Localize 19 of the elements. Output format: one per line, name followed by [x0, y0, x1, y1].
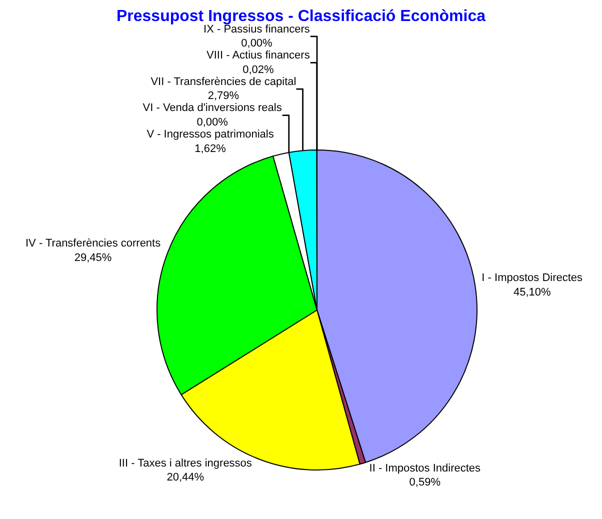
slice-label: I - Impostos Directes [482, 272, 584, 284]
data-label: 2,79% [208, 90, 240, 102]
data-label: 20,44% [166, 472, 204, 484]
slice-label: V - Ingressos patrimonials [146, 128, 274, 140]
text: 0,00% [196, 116, 228, 128]
chart-title: Pressupost Ingressos - Classificació Econòmica [116, 8, 486, 26]
data-label: 1,62% [194, 142, 226, 155]
data-label: 45,10% [513, 286, 551, 298]
data-label: 29,45% [74, 252, 112, 264]
category-label: VI - Venda d'inversions reals [142, 102, 282, 114]
slice-label: VII - Transferències de capital [150, 76, 296, 88]
data-label: 0,59% [409, 476, 441, 489]
text: 0,00% [241, 38, 272, 50]
category-label: IX - Passius financers [204, 23, 310, 36]
slice-label: III - Taxes i altres ingressos [118, 457, 252, 470]
slice-label: IV - Transferències corrents [25, 238, 162, 250]
slice-label: VIII - Actius financers [206, 50, 310, 62]
data-label: 0,02% [242, 64, 274, 76]
slice-label: II - Impostos Indirectes [369, 462, 482, 474]
